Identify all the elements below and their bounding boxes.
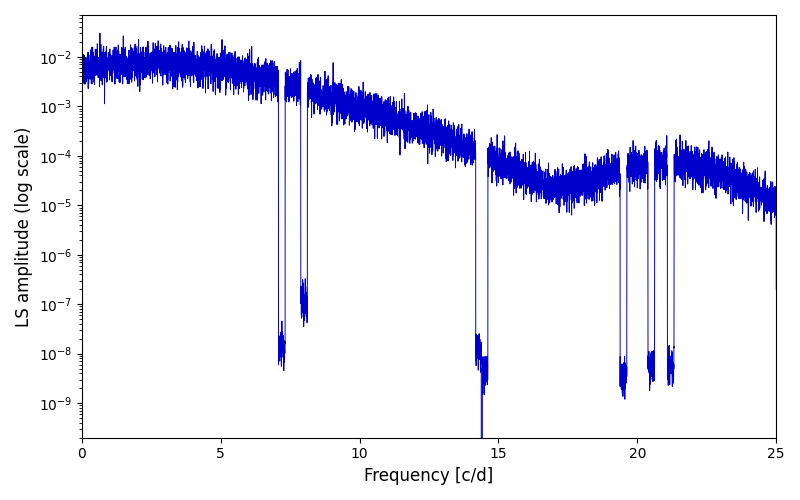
Y-axis label: LS amplitude (log scale): LS amplitude (log scale) [15,126,33,326]
X-axis label: Frequency [c/d]: Frequency [c/d] [364,467,494,485]
